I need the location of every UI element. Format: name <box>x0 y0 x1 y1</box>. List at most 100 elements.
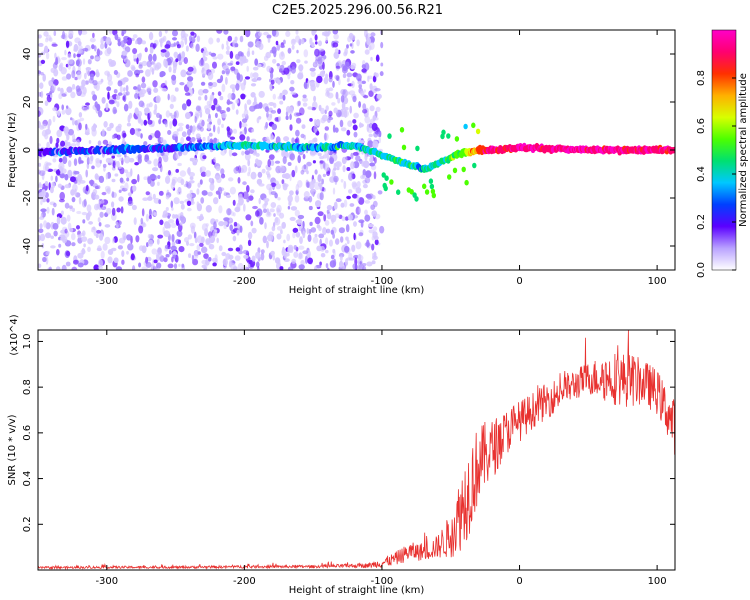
noise-speckle <box>279 266 284 270</box>
noise-speckle <box>352 124 358 131</box>
noise-speckle <box>118 189 122 193</box>
noise-speckle <box>210 95 214 100</box>
noise-speckle <box>94 57 101 61</box>
noise-speckle <box>302 250 309 255</box>
noise-speckle <box>73 170 80 175</box>
noise-speckle <box>164 44 171 49</box>
noise-speckle <box>124 182 129 191</box>
noise-speckle <box>280 229 283 235</box>
noise-speckle <box>251 78 258 82</box>
noise-speckle <box>134 128 138 136</box>
noise-speckle <box>281 221 287 229</box>
noise-speckle <box>311 30 316 36</box>
noise-speckle <box>267 211 271 216</box>
noise-speckle <box>195 105 201 112</box>
noise-speckle <box>107 71 110 78</box>
noise-speckle <box>68 160 72 168</box>
noise-speckle <box>270 160 275 166</box>
noise-speckle <box>320 117 326 124</box>
noise-speckle <box>247 159 251 167</box>
noise-speckle <box>38 263 42 269</box>
noise-speckle <box>356 39 360 47</box>
noise-speckle <box>92 94 97 101</box>
noise-speckle <box>297 252 304 260</box>
noise-speckle <box>267 37 271 43</box>
noise-speckle <box>138 225 144 234</box>
noise-speckle <box>355 155 361 162</box>
noise-speckle <box>91 44 95 50</box>
noise-speckle <box>156 267 160 270</box>
noise-speckle <box>360 175 366 180</box>
noise-speckle <box>332 42 339 48</box>
noise-speckle <box>192 161 198 166</box>
noise-speckle <box>171 256 174 263</box>
noise-speckle <box>98 222 102 227</box>
noise-speckle <box>316 224 321 229</box>
noise-speckle <box>100 43 105 50</box>
noise-speckle <box>367 140 374 148</box>
noise-speckle <box>337 97 341 104</box>
noise-speckle <box>226 107 231 112</box>
x-tick-label: -300 <box>95 276 118 287</box>
noise-speckle <box>92 32 95 39</box>
noise-speckle <box>257 63 262 68</box>
noise-speckle <box>362 169 366 176</box>
noise-speckle <box>74 188 77 197</box>
noise-speckle <box>186 99 192 107</box>
noise-speckle <box>335 198 342 203</box>
noise-speckle <box>373 251 377 259</box>
noise-speckle <box>196 35 201 43</box>
noise-speckle <box>53 202 57 208</box>
noise-speckle <box>173 197 180 205</box>
noise-speckle <box>222 258 228 267</box>
colorbar-tick-label: 0.4 <box>696 166 707 182</box>
noise-speckle <box>376 93 382 99</box>
noise-speckle <box>357 254 364 262</box>
noise-speckle <box>317 152 322 157</box>
noise-speckle <box>88 221 93 225</box>
noise-speckle <box>181 103 187 111</box>
noise-speckle <box>58 199 65 203</box>
noise-speckle <box>306 228 309 235</box>
noise-speckle <box>128 112 133 119</box>
x-tick-label: 100 <box>648 576 667 587</box>
noise-speckle <box>241 150 245 156</box>
noise-speckle <box>328 110 333 117</box>
noise-speckle <box>380 41 384 49</box>
noise-speckle <box>115 266 122 270</box>
colorbar-tick-label: 0.8 <box>696 70 707 86</box>
noise-speckle <box>271 135 275 140</box>
noise-speckle <box>208 37 214 45</box>
noise-speckle <box>195 113 200 117</box>
noise-speckle <box>68 30 74 37</box>
noise-speckle <box>283 239 286 244</box>
noise-speckle <box>221 112 227 119</box>
ridge-cell <box>431 192 436 199</box>
noise-speckle <box>143 141 148 146</box>
noise-speckle <box>92 189 98 195</box>
noise-speckle <box>307 80 311 84</box>
noise-speckle <box>92 226 96 231</box>
noise-speckle <box>81 236 88 242</box>
noise-speckle <box>319 192 324 201</box>
noise-speckle <box>292 232 296 239</box>
noise-speckle <box>111 201 115 208</box>
noise-speckle <box>377 131 381 138</box>
noise-speckle <box>258 32 263 37</box>
noise-speckle <box>348 189 353 194</box>
noise-speckle <box>227 62 233 66</box>
noise-speckle <box>264 222 267 230</box>
noise-speckle <box>187 76 194 82</box>
y-tick-label: 0.4 <box>22 471 33 487</box>
noise-speckle <box>178 263 181 267</box>
noise-speckle <box>313 125 318 133</box>
noise-speckle <box>212 61 217 69</box>
noise-speckle <box>81 105 85 110</box>
noise-speckle <box>366 37 371 46</box>
noise-speckle <box>52 222 59 230</box>
noise-speckle <box>342 109 349 118</box>
noise-speckle <box>183 57 188 64</box>
noise-speckle <box>38 91 41 97</box>
noise-speckle <box>366 261 373 267</box>
noise-speckle <box>246 185 250 193</box>
